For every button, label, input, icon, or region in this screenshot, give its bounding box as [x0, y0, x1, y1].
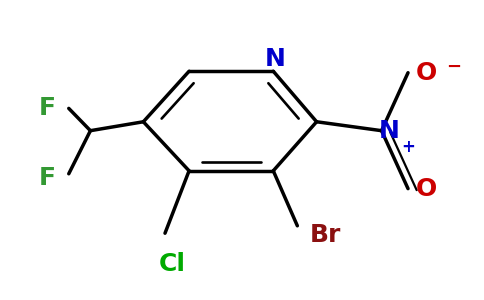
Text: N: N [265, 47, 286, 71]
Text: +: + [401, 138, 415, 156]
Text: Cl: Cl [159, 252, 186, 276]
Text: O: O [416, 177, 437, 201]
Text: F: F [39, 96, 56, 120]
Text: F: F [39, 166, 56, 190]
Text: N: N [378, 119, 399, 143]
Text: −: − [446, 58, 461, 76]
Text: Br: Br [309, 223, 341, 247]
Text: O: O [416, 61, 437, 85]
